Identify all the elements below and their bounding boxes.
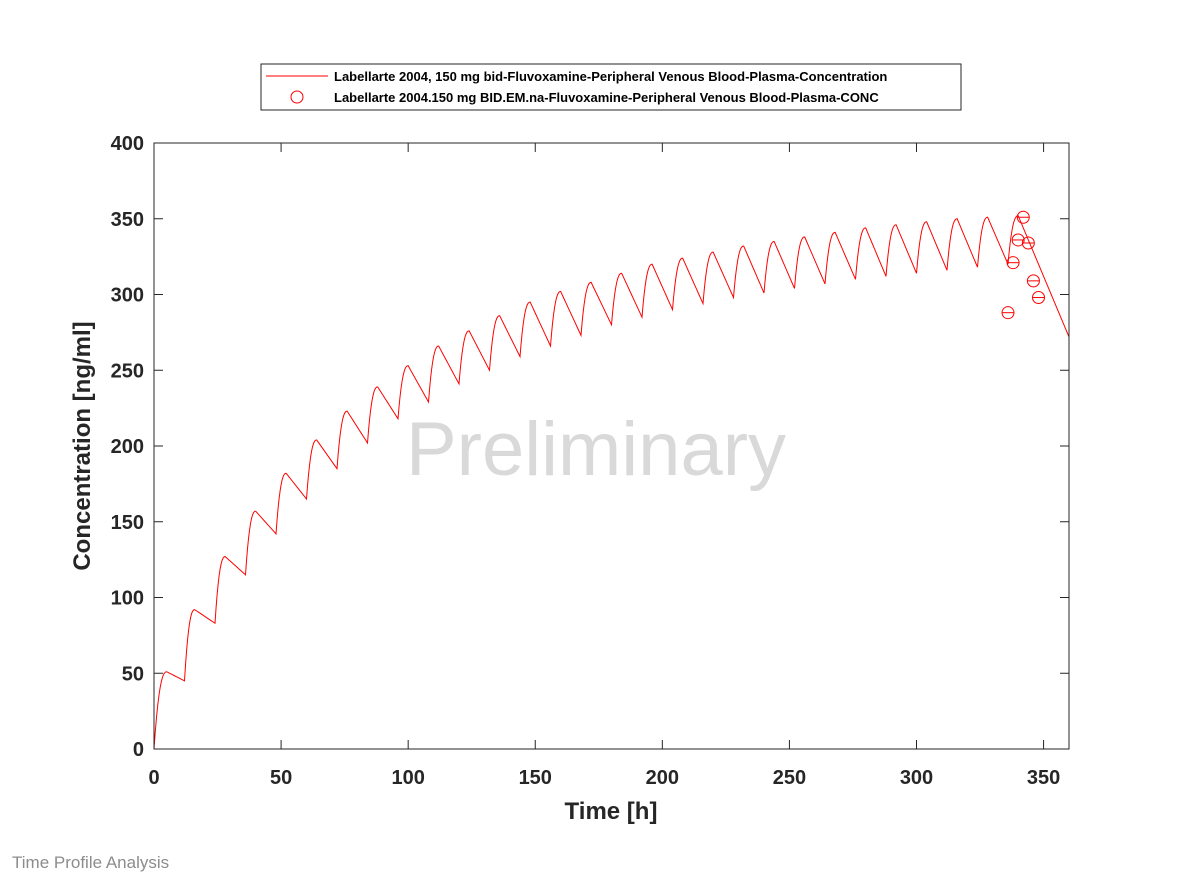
y-tick-label: 50 — [122, 663, 144, 685]
legend-marker-swatch — [290, 90, 304, 104]
observed-point — [1021, 236, 1035, 250]
y-tick-label: 350 — [111, 209, 144, 231]
y-tick-label: 250 — [111, 360, 144, 382]
y-tick-label: 400 — [111, 133, 144, 155]
legend-label-observed: Labellarte 2004.150 mg BID.EM.na-Fluvoxa… — [334, 90, 879, 105]
y-tick-label: 0 — [133, 739, 144, 761]
legend: Labellarte 2004, 150 mg bid-Fluvoxamine-… — [260, 63, 962, 111]
x-axis-label: Time [h] — [565, 798, 658, 825]
x-tick-label: 350 — [1027, 767, 1060, 789]
footer-label: Time Profile Analysis — [12, 853, 170, 872]
observed-point — [1011, 233, 1025, 247]
x-tick-label: 150 — [519, 767, 552, 789]
x-tick-label: 50 — [270, 767, 292, 789]
preliminary-watermark: Preliminary — [406, 407, 786, 492]
observed-point — [1006, 256, 1020, 270]
simulation-line — [153, 215, 1070, 750]
legend-label-simulation: Labellarte 2004, 150 mg bid-Fluvoxamine-… — [334, 69, 887, 84]
x-tick-label: 300 — [900, 767, 933, 789]
y-tick-label: 100 — [111, 588, 144, 610]
y-axis-label: Concentration [ng/ml] — [69, 321, 96, 570]
observed-point — [1016, 210, 1030, 224]
observed-point — [1001, 306, 1015, 320]
x-tick-label: 100 — [391, 767, 424, 789]
legend-box — [260, 63, 962, 111]
y-tick-label: 150 — [111, 512, 144, 534]
axis-ticks: 0 50 100 150 200 250 300 350 0 50 100 150 200 250 300 3… — [111, 133, 1069, 789]
x-tick-label: 0 — [148, 767, 159, 789]
observed-point — [1032, 291, 1045, 305]
x-tick-label: 200 — [646, 767, 679, 789]
x-tick-label: 250 — [773, 767, 806, 789]
y-tick-label: 200 — [111, 436, 144, 458]
y-tick-label: 300 — [111, 285, 144, 307]
observed-point — [1026, 274, 1040, 288]
series-layer — [153, 210, 1070, 750]
